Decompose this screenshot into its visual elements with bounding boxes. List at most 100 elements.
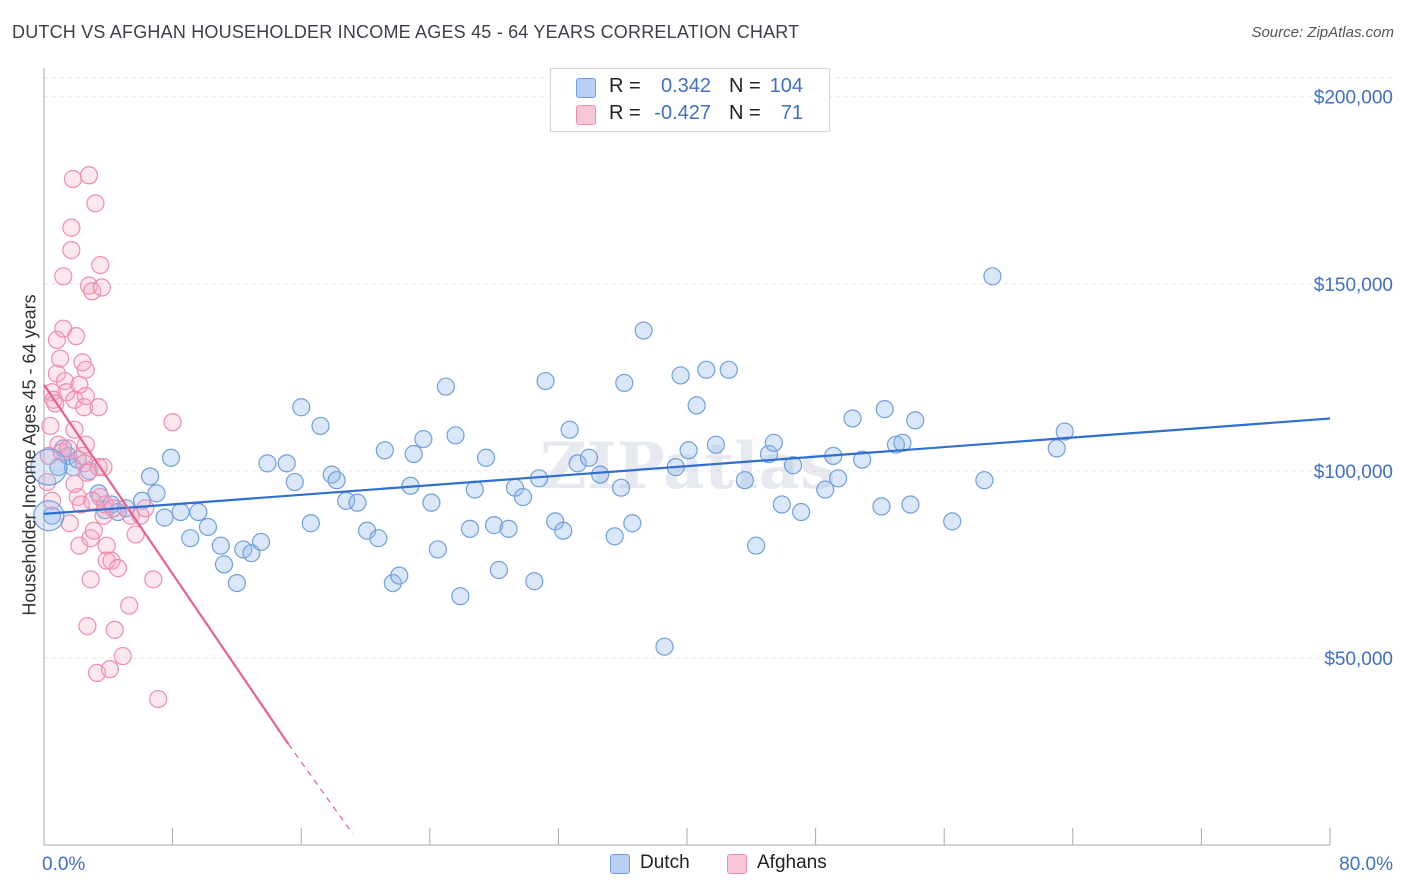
dutch-point bbox=[764, 433, 783, 452]
dutch-point bbox=[579, 448, 599, 467]
afghans-swatch bbox=[727, 854, 747, 874]
dutch-point bbox=[1055, 422, 1074, 441]
afghans-point bbox=[78, 463, 97, 482]
dutch-swatch bbox=[610, 854, 630, 874]
legend-label-dutch: Dutch bbox=[640, 852, 690, 873]
dutch-point bbox=[735, 471, 754, 490]
dutch-point bbox=[943, 512, 962, 531]
afghans-point bbox=[59, 439, 78, 458]
dutch-point bbox=[615, 373, 634, 393]
dutch-point bbox=[301, 514, 320, 533]
dutch-point bbox=[465, 480, 484, 499]
n-label: N = bbox=[729, 102, 761, 124]
dutch-swatch bbox=[576, 78, 596, 98]
dutch-point bbox=[611, 478, 631, 497]
chart-title: DUTCH VS AFGHAN HOUSEHOLDER INCOME AGES … bbox=[12, 22, 800, 42]
afghans-point bbox=[91, 255, 110, 275]
afghans-point bbox=[105, 620, 124, 639]
afghans-point bbox=[76, 360, 95, 379]
dutch-point bbox=[446, 426, 465, 445]
afghans-point bbox=[62, 241, 81, 260]
afghans-point bbox=[54, 267, 73, 286]
dutch-point bbox=[161, 448, 181, 467]
dutch-point bbox=[792, 502, 811, 522]
dutch-point bbox=[605, 527, 624, 546]
trend-lines bbox=[43, 384, 1331, 835]
dutch-point bbox=[513, 487, 533, 507]
afghans-point bbox=[81, 570, 100, 589]
dutch-point bbox=[348, 493, 367, 512]
dutch-point bbox=[42, 506, 62, 525]
dutch-point bbox=[211, 536, 230, 555]
afghans-point bbox=[41, 416, 60, 436]
dutch-point bbox=[1047, 439, 1066, 458]
dutch-point bbox=[568, 454, 587, 473]
dutch-point bbox=[147, 484, 166, 503]
dutch-trend-line bbox=[43, 417, 1331, 515]
r-label: R = bbox=[609, 102, 641, 124]
r-value: 0.342 bbox=[660, 75, 711, 97]
r-value: -0.427 bbox=[654, 102, 711, 124]
afghans-point bbox=[94, 506, 113, 525]
y-tick-labels: $50,000 $100,000 $150,000 $200,000 bbox=[1314, 88, 1393, 670]
dutch-point bbox=[634, 321, 653, 340]
afghans-point bbox=[67, 327, 86, 346]
dutch-point bbox=[783, 456, 803, 475]
x-tick-label: 80.0% bbox=[1339, 854, 1393, 875]
n-value: 104 bbox=[769, 75, 803, 97]
dutch-point bbox=[706, 435, 726, 454]
afghans-point bbox=[113, 646, 132, 666]
dutch-point bbox=[843, 409, 862, 428]
dutch-point bbox=[536, 371, 555, 391]
dutch-point bbox=[560, 420, 579, 439]
y-tick-label: $150,000 bbox=[1314, 275, 1393, 296]
dutch-point bbox=[499, 519, 518, 538]
dutch-point bbox=[214, 555, 234, 574]
dutch-point bbox=[554, 521, 573, 540]
dutch-point bbox=[322, 465, 341, 484]
stats-legend: R = 0.342 N = 104 R = -0.427 N = 71 bbox=[550, 68, 830, 132]
dutch-point bbox=[414, 429, 433, 449]
legend-row-dutch: R = 0.342 N = 104 bbox=[551, 73, 829, 101]
afghans-point bbox=[144, 570, 163, 589]
dutch-point bbox=[311, 416, 330, 436]
afghans-point bbox=[100, 660, 120, 679]
y-axis-title: Householder Income Ages 45 - 64 years bbox=[19, 294, 40, 616]
dutch-point bbox=[975, 471, 994, 490]
grid-lines bbox=[44, 77, 1394, 659]
dutch-point bbox=[181, 529, 200, 548]
afghans-point bbox=[63, 169, 83, 189]
y-tick-label: $200,000 bbox=[1314, 88, 1393, 109]
afghans-point bbox=[149, 689, 168, 709]
dutch-point bbox=[436, 377, 455, 396]
dutch-point bbox=[772, 495, 791, 514]
dutch-point bbox=[292, 398, 311, 417]
afghans-point bbox=[50, 349, 70, 368]
dutch-point bbox=[30, 448, 68, 486]
dutch-point bbox=[198, 517, 218, 537]
dutch-point bbox=[369, 529, 388, 548]
afghans-point bbox=[42, 383, 62, 402]
afghans-point bbox=[55, 371, 74, 391]
dutch-point bbox=[697, 360, 716, 379]
legend-label-afghans: Afghans bbox=[757, 852, 827, 873]
afghans-point bbox=[75, 398, 94, 417]
afghans-point bbox=[94, 458, 113, 477]
data-points bbox=[30, 166, 1074, 709]
dutch-point bbox=[872, 497, 891, 516]
afghans-point bbox=[120, 596, 139, 615]
dutch-point bbox=[901, 495, 920, 514]
dutch-point bbox=[285, 472, 304, 492]
afghans-point bbox=[163, 413, 182, 432]
x-tick-labels: 0.0% 80.0% bbox=[42, 854, 1393, 875]
y-tick-label: $50,000 bbox=[1324, 649, 1393, 670]
afghans-point bbox=[83, 282, 102, 301]
dutch-point bbox=[258, 454, 277, 473]
afghans-point bbox=[47, 330, 66, 350]
dutch-point bbox=[460, 519, 480, 538]
afghans-point bbox=[71, 495, 91, 514]
dutch-point bbox=[816, 480, 835, 499]
dutch-point bbox=[886, 435, 906, 454]
x-tick-label: 0.0% bbox=[42, 854, 85, 875]
